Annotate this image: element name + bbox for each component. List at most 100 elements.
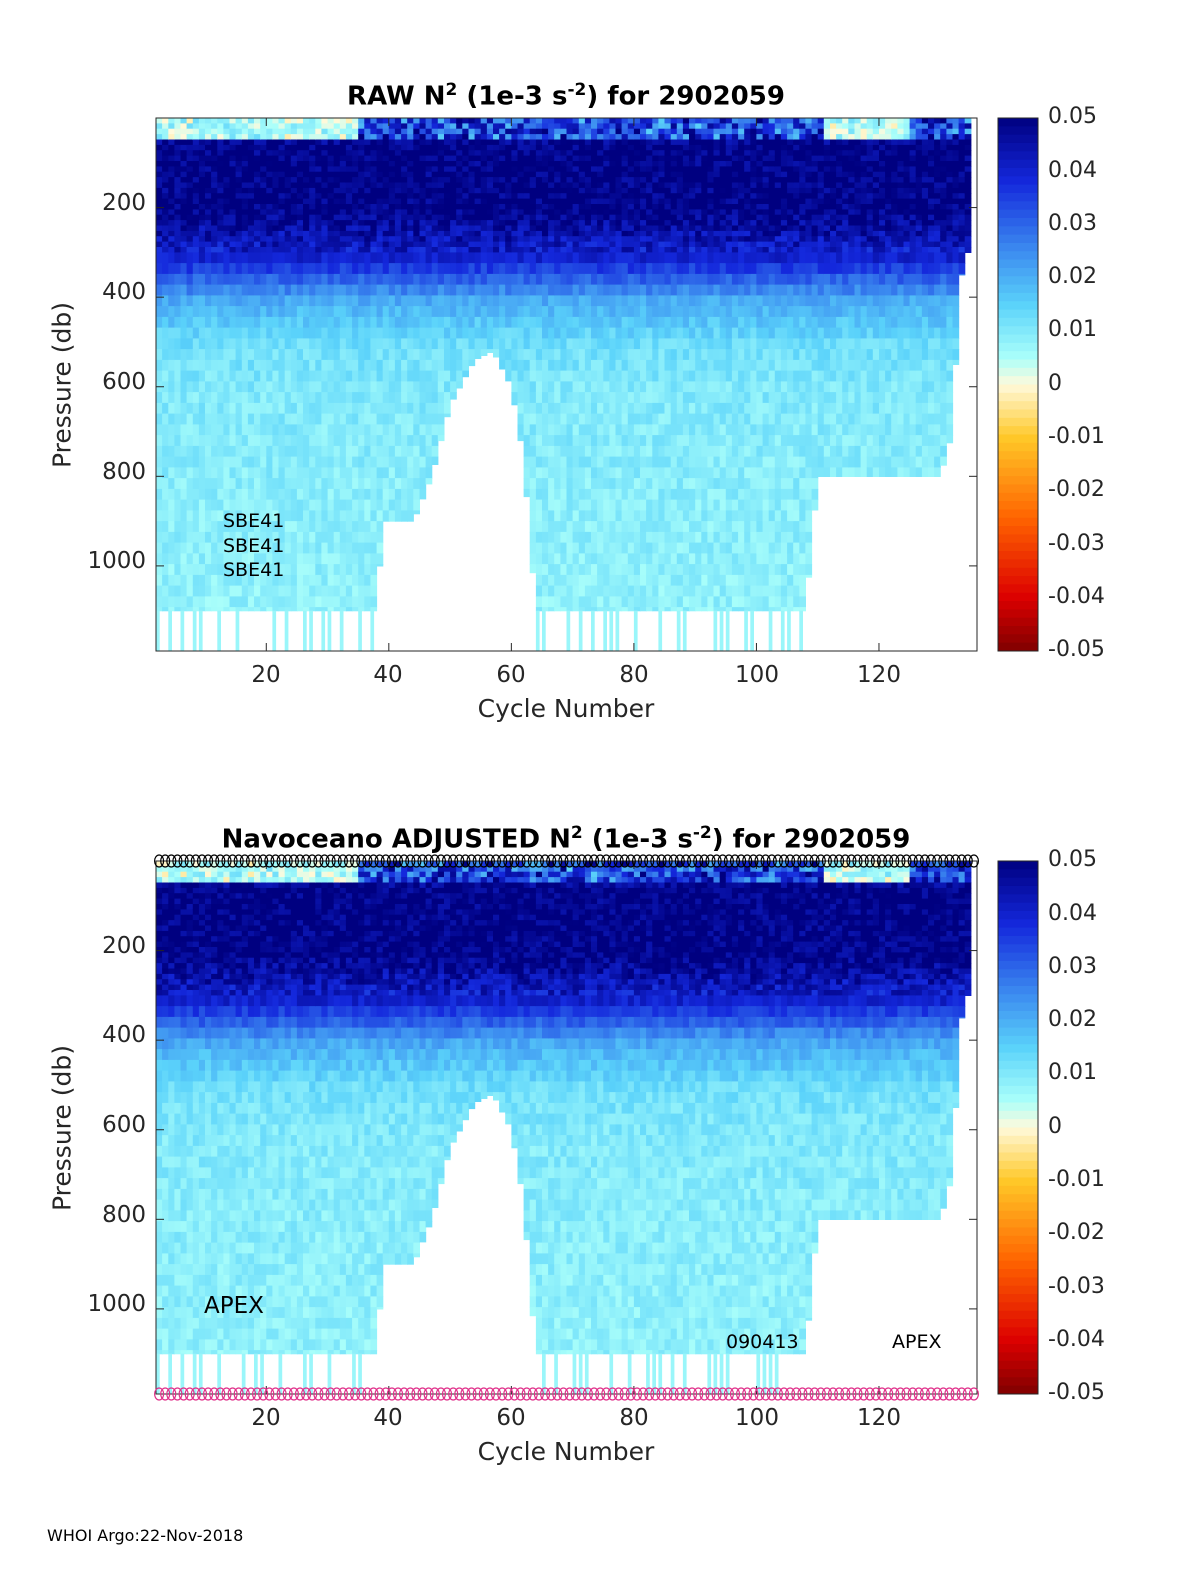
heatmap-cell bbox=[695, 381, 702, 393]
heatmap-cell bbox=[284, 585, 292, 597]
heatmap-cell bbox=[695, 225, 702, 232]
heatmap-cell bbox=[499, 327, 506, 339]
heatmap-cell bbox=[578, 214, 586, 221]
heatmap-cell bbox=[670, 134, 678, 141]
heatmap-cell bbox=[217, 359, 224, 372]
heatmap-cell bbox=[701, 585, 708, 597]
heatmap-cell bbox=[707, 510, 715, 522]
heatmap-cell bbox=[450, 187, 457, 194]
heatmap-cell bbox=[523, 402, 531, 415]
heatmap-cell bbox=[352, 252, 359, 264]
heatmap-cell bbox=[695, 467, 702, 479]
heatmap-cell bbox=[223, 445, 231, 458]
heatmap-cell bbox=[186, 306, 194, 318]
heatmap-cell bbox=[309, 177, 316, 184]
heatmap-cell bbox=[376, 139, 384, 146]
heatmap-cell bbox=[682, 187, 690, 194]
heatmap-cell bbox=[327, 553, 335, 565]
heatmap-cell bbox=[315, 488, 322, 501]
heatmap-cell bbox=[247, 150, 255, 157]
heatmap-cell bbox=[217, 118, 224, 124]
heatmap-cell bbox=[229, 435, 237, 447]
heatmap-cell bbox=[217, 144, 224, 151]
heatmap-cell bbox=[486, 236, 494, 243]
heatmap-cell bbox=[370, 209, 378, 216]
heatmap-cell bbox=[462, 123, 469, 130]
heatmap-cell bbox=[309, 306, 316, 318]
heatmap-cell bbox=[321, 284, 329, 296]
heatmap-cell bbox=[523, 230, 531, 237]
heatmap-cell bbox=[523, 155, 531, 162]
heatmap-cell bbox=[499, 134, 506, 141]
heatmap-cell bbox=[707, 413, 715, 425]
heatmap-cell bbox=[358, 607, 365, 612]
heatmap-cell bbox=[646, 521, 653, 533]
heatmap-cell bbox=[578, 220, 586, 227]
heatmap-cell bbox=[701, 214, 708, 221]
heatmap-cell bbox=[333, 478, 341, 490]
heatmap-cell bbox=[603, 574, 610, 587]
heatmap-cell bbox=[621, 171, 629, 178]
heatmap-cell bbox=[591, 327, 598, 339]
heatmap-cell bbox=[627, 392, 635, 404]
heatmap-cell bbox=[186, 236, 194, 243]
heatmap-cell bbox=[658, 467, 666, 479]
heatmap-cell bbox=[388, 128, 396, 135]
heatmap-cell bbox=[309, 171, 316, 178]
heatmap-cell bbox=[192, 252, 200, 264]
heatmap-cell bbox=[254, 445, 261, 458]
heatmap-cell bbox=[235, 574, 243, 587]
heatmap-cell bbox=[315, 193, 322, 200]
heatmap-cell bbox=[168, 150, 175, 157]
heatmap-cell bbox=[290, 574, 298, 587]
heatmap-cell bbox=[198, 284, 206, 296]
heatmap-cell bbox=[333, 150, 341, 157]
heatmap-cell bbox=[309, 610, 313, 651]
heatmap-cell bbox=[370, 478, 378, 490]
heatmap-cell bbox=[640, 413, 647, 425]
heatmap-cell bbox=[652, 128, 659, 135]
heatmap-cell bbox=[707, 392, 715, 404]
heatmap-cell bbox=[523, 204, 531, 210]
heatmap-cell bbox=[339, 435, 347, 447]
heatmap-cell bbox=[333, 236, 341, 243]
heatmap-cell bbox=[676, 531, 684, 544]
heatmap-cell bbox=[278, 542, 286, 554]
heatmap-cell bbox=[205, 187, 212, 194]
heatmap-cell bbox=[584, 214, 592, 221]
heatmap-cell bbox=[192, 488, 200, 501]
heatmap-cell bbox=[499, 252, 506, 264]
heatmap-cell bbox=[523, 424, 531, 436]
heatmap-cell bbox=[560, 187, 568, 194]
heatmap-cell bbox=[241, 198, 249, 205]
heatmap-cell bbox=[486, 177, 494, 184]
heatmap-cell bbox=[468, 139, 476, 146]
heatmap-cell bbox=[505, 247, 512, 253]
heatmap-cell bbox=[615, 553, 623, 565]
heatmap-cell bbox=[633, 247, 641, 253]
heatmap-cell bbox=[603, 327, 610, 339]
heatmap-cell bbox=[247, 247, 255, 253]
heatmap-cell bbox=[584, 295, 592, 307]
heatmap-cell bbox=[309, 435, 316, 447]
heatmap-cell bbox=[192, 214, 200, 221]
heatmap-cell bbox=[658, 144, 666, 151]
heatmap-cell bbox=[223, 128, 231, 135]
heatmap-cell bbox=[658, 316, 666, 329]
heatmap-cell bbox=[529, 499, 537, 511]
heatmap-cell bbox=[345, 521, 353, 533]
heatmap-cell bbox=[499, 316, 506, 329]
heatmap-cell bbox=[437, 123, 445, 130]
heatmap-cell bbox=[186, 247, 194, 253]
heatmap-cell bbox=[462, 214, 469, 221]
heatmap-cell bbox=[327, 252, 335, 264]
heatmap-cell bbox=[511, 230, 519, 237]
heatmap-cell bbox=[254, 193, 261, 200]
heatmap-cell bbox=[603, 241, 610, 248]
heatmap-cell bbox=[296, 150, 304, 157]
heatmap-cell bbox=[572, 456, 580, 468]
heatmap-cell bbox=[437, 187, 445, 194]
heatmap-cell bbox=[266, 139, 273, 146]
heatmap-cell bbox=[168, 381, 175, 393]
heatmap-cell bbox=[664, 247, 672, 253]
